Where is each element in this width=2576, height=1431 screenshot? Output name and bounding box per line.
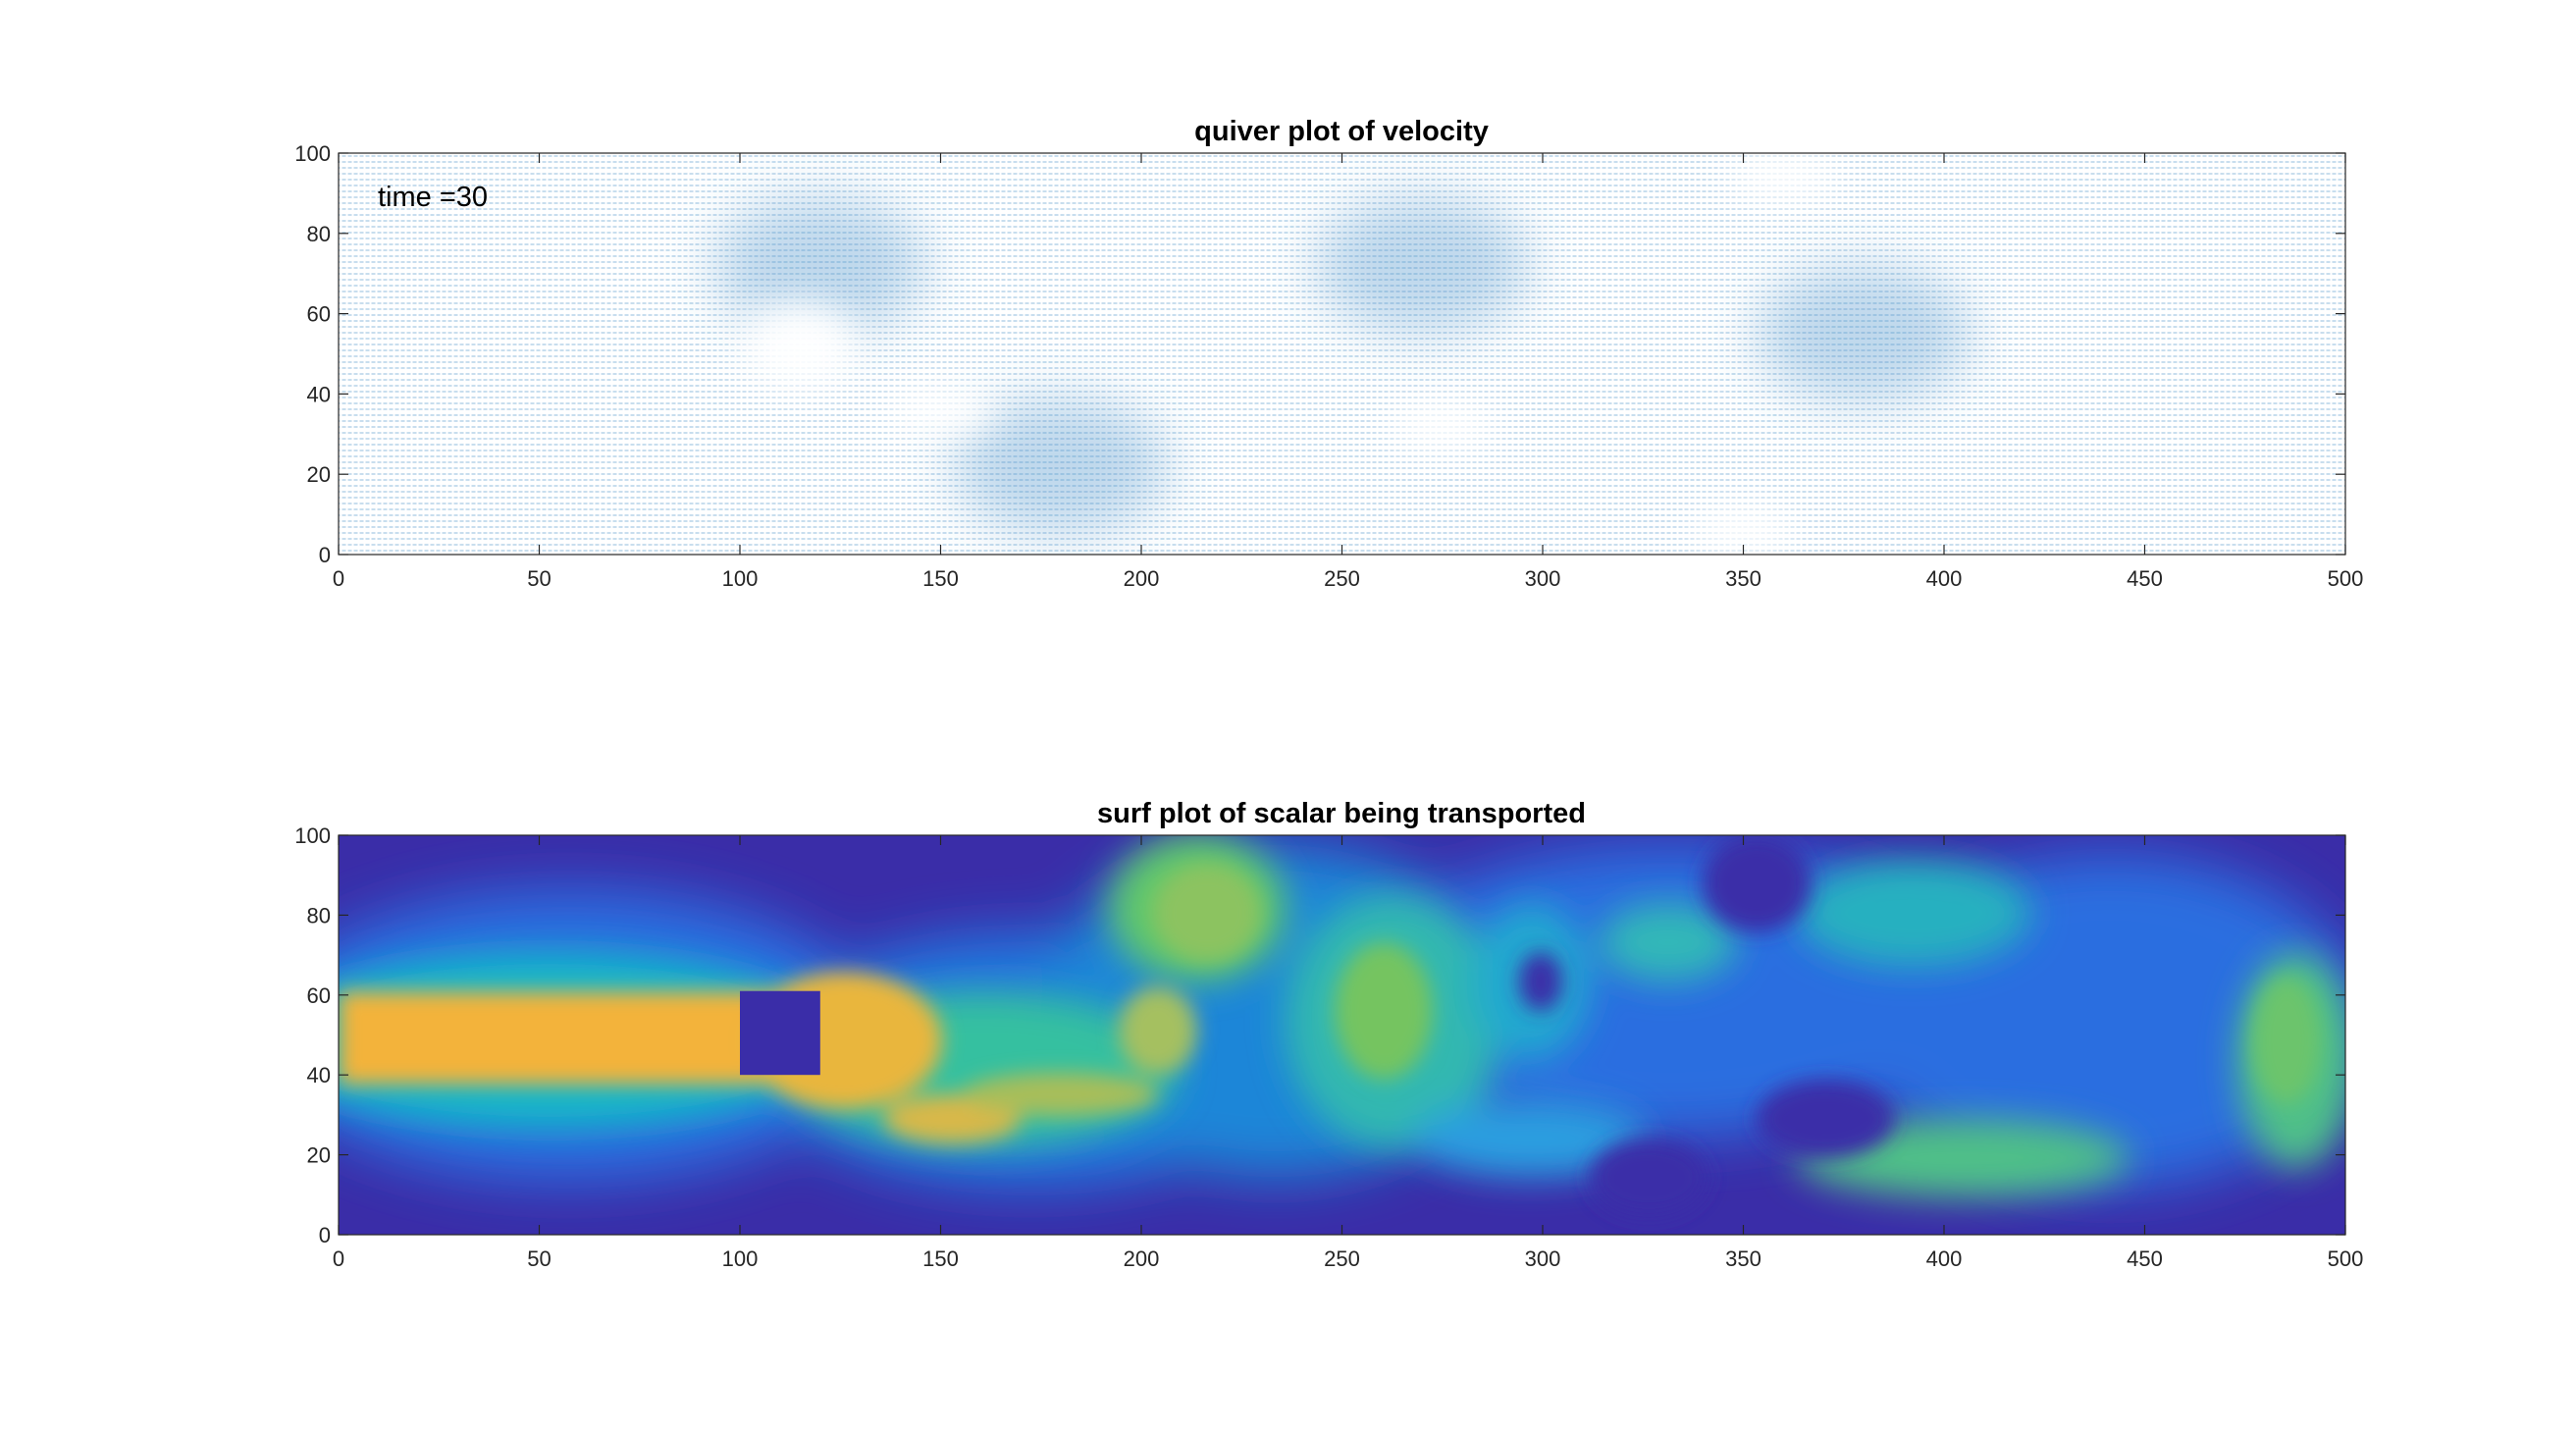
scalar-ytick-label: 100	[294, 823, 331, 848]
quiver-strong-region	[1756, 265, 1972, 403]
quiver-title: quiver plot of velocity	[1194, 116, 1489, 147]
quiver-xtick-label: 400	[1926, 566, 1963, 591]
obstacle	[740, 990, 820, 1076]
scalar-xtick-label: 300	[1525, 1246, 1561, 1271]
scalar-xtick-label: 250	[1324, 1246, 1360, 1271]
scalar-ytick-label: 80	[307, 903, 331, 928]
quiver-ytick-label: 100	[294, 141, 331, 166]
quiver-strong-region	[953, 398, 1170, 536]
scalar-xtick-label: 500	[2328, 1246, 2364, 1271]
scalar-xtick-label: 0	[333, 1246, 344, 1271]
scalar-ytick-label: 60	[307, 983, 331, 1008]
scalar-ytick-label: 0	[319, 1223, 331, 1247]
quiver-ytick-label: 80	[307, 222, 331, 246]
scalar-panel: surf plot of scalar being transported	[294, 798, 2363, 1271]
quiver-xtick-label: 500	[2328, 566, 2364, 591]
quiver-strong-regions	[711, 196, 1972, 536]
quiver-ytick-label: 0	[319, 543, 331, 567]
scalar-xtick-label: 350	[1725, 1246, 1761, 1271]
quiver-xtick-label: 100	[722, 566, 759, 591]
scalar-dark-cores	[1519, 835, 1894, 1217]
quiver-wake-region	[1388, 404, 1497, 449]
quiver-strong-region	[1314, 196, 1531, 335]
quiver-wake-region	[1729, 155, 1838, 199]
quiver-ytick-label: 40	[307, 382, 331, 406]
scalar-field	[339, 835, 2345, 1235]
scalar-xtick-label: 450	[2127, 1246, 2163, 1271]
quiver-xtick-label: 250	[1324, 566, 1360, 591]
scalar-xtick-label: 150	[922, 1246, 959, 1271]
quiver-xtick-label: 300	[1525, 566, 1561, 591]
scalar-ticks: 0 50 100 150 200 250 300 350 400 450 500 0 20 40 60 80 1…	[294, 823, 2363, 1271]
quiver-arrows	[339, 153, 2345, 555]
scalar-xtick-label: 50	[527, 1246, 551, 1271]
quiver-strong-region	[711, 196, 928, 335]
scalar-xtick-label: 200	[1124, 1246, 1160, 1271]
quiver-wake-regions	[741, 155, 1838, 553]
scalar-title: surf plot of scalar being transported	[1097, 798, 1586, 829]
quiver-ytick-label: 20	[307, 462, 331, 487]
scalar-ytick-label: 40	[307, 1063, 331, 1087]
quiver-wake-region	[1689, 508, 1798, 553]
quiver-xtick-label: 0	[333, 566, 344, 591]
quiver-wake-region	[886, 388, 995, 432]
quiver-xtick-label: 50	[527, 566, 551, 591]
quiver-field	[339, 153, 2345, 555]
scalar-ytick-label: 20	[307, 1143, 331, 1168]
quiver-xtick-label: 350	[1725, 566, 1761, 591]
time-annotation: time =30	[378, 182, 488, 213]
quiver-ytick-label: 60	[307, 302, 331, 327]
quiver-ticks: 0 50 100 150 200 250 300 350 400 450 500 0 20 40 60 80 1…	[294, 141, 2363, 591]
quiver-panel: quiver plot of velocity 0 50 100 150 200 250 3…	[294, 116, 2363, 591]
scalar-xtick-label: 400	[1926, 1246, 1963, 1271]
scalar-xtick-label: 100	[722, 1246, 759, 1271]
quiver-xtick-label: 150	[922, 566, 959, 591]
quiver-wake-region	[741, 301, 860, 391]
quiver-xtick-label: 200	[1124, 566, 1160, 591]
quiver-xtick-label: 450	[2127, 566, 2163, 591]
